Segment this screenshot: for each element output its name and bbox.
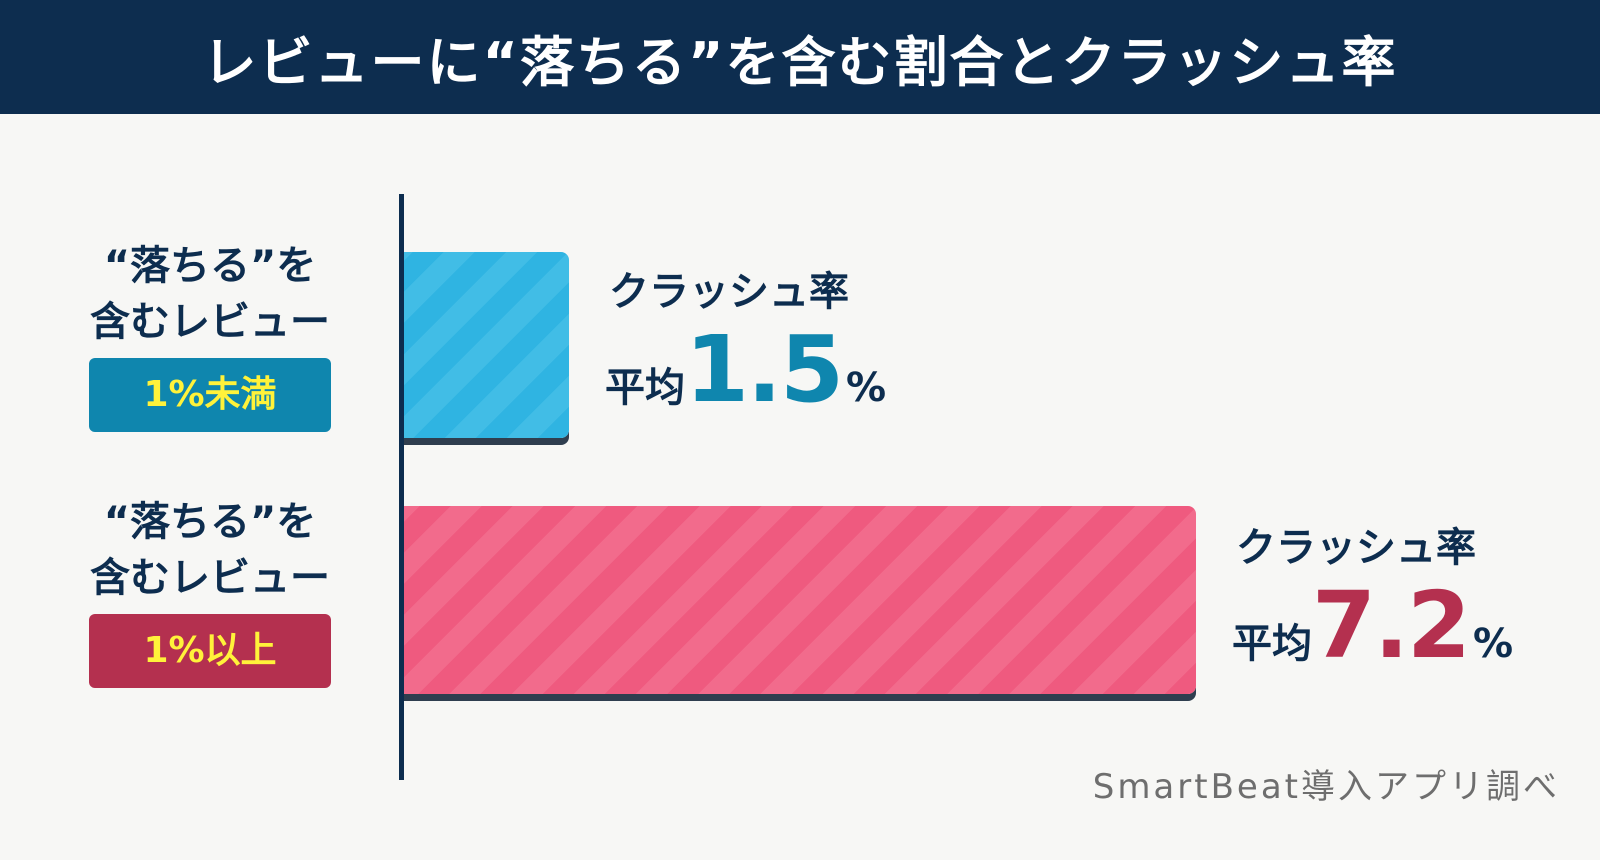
metric-label: クラッシュ率 <box>609 269 849 315</box>
y-axis-line <box>399 194 404 780</box>
avg-word: 平均 <box>605 365 685 411</box>
data-label-high: 7.2 <box>1312 572 1471 679</box>
unit-label: % <box>845 365 887 411</box>
category-badge-low: 1%未満 <box>89 358 331 432</box>
category-label-line2: 含むレビュー <box>90 299 330 345</box>
header-bar: レビューに“落ちる”を含む割合とクラッシュ率 <box>0 0 1600 114</box>
category-label-line2: 含むレビュー <box>90 555 330 601</box>
unit-label: % <box>1472 621 1514 667</box>
avg-line: 平均1.5% <box>605 320 886 446</box>
value-block-high: クラッシュ率 平均7.2% <box>1232 520 1513 702</box>
category-label-line1: “落ちる”を <box>103 243 317 289</box>
source-note: SmartBeat導入アプリ調べ <box>1092 767 1560 807</box>
category-label-low: “落ちる”を 含むレビュー 1%未満 <box>60 238 360 432</box>
avg-word: 平均 <box>1232 621 1312 667</box>
data-label-low: 1.5 <box>685 316 844 423</box>
category-badge-high: 1%以上 <box>89 614 331 688</box>
value-block-low: クラッシュ率 平均1.5% <box>605 264 886 446</box>
bar-low <box>404 252 569 438</box>
category-label-high: “落ちる”を 含むレビュー 1%以上 <box>60 494 360 688</box>
chart-title: レビューに“落ちる”を含む割合とクラッシュ率 <box>202 30 1398 94</box>
metric-label: クラッシュ率 <box>1236 525 1476 571</box>
category-label-line1: “落ちる”を <box>103 499 317 545</box>
avg-line: 平均7.2% <box>1232 576 1513 702</box>
chart-area: “落ちる”を 含むレビュー 1%未満 クラッシュ率 平均1.5% “落ちる”を … <box>0 114 1600 860</box>
bar-high <box>404 506 1196 694</box>
